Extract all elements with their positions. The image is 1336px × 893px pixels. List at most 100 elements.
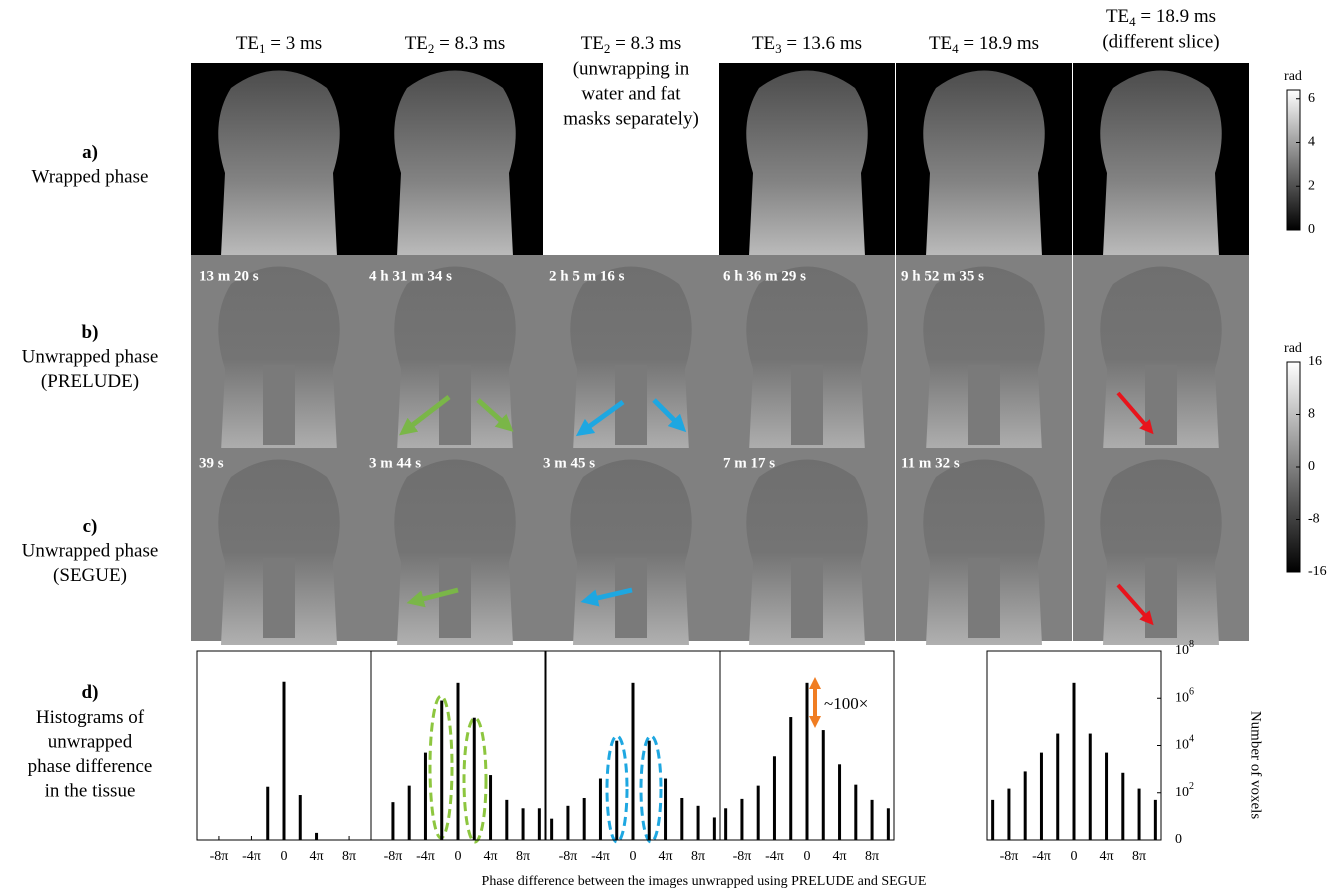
histogram-bar	[757, 786, 760, 840]
x-axis-label: Phase difference between the images unwr…	[482, 874, 927, 889]
title-suffix: = 18.9 ms	[1136, 6, 1216, 27]
row-label: phase difference	[28, 756, 153, 777]
colorbar-unit: rad	[1284, 69, 1302, 84]
histogram-bar	[566, 806, 569, 840]
histogram-bar	[822, 730, 825, 840]
x-tick-label: -8π	[1000, 849, 1019, 864]
column-note: (different slice)	[1102, 31, 1219, 52]
histogram-bar	[854, 785, 857, 840]
row-label: Wrapped phase	[32, 167, 149, 188]
x-tick-label: -4π	[591, 849, 610, 864]
run-time: 3 m 45 s	[543, 455, 595, 471]
histogram-bar	[991, 800, 994, 840]
title-prefix: TE	[929, 33, 952, 54]
head-stem	[791, 365, 823, 445]
y-tick-exponent: 2	[1189, 781, 1194, 792]
run-time: 4 h 31 m 34 s	[369, 268, 452, 284]
histogram-bar	[440, 701, 443, 840]
histogram-bar	[871, 800, 874, 840]
colorbar-tick-label: 0	[1308, 222, 1315, 237]
title-prefix: TE	[581, 33, 604, 54]
x-tick-label: -8π	[733, 849, 752, 864]
x-tick-label: -4π	[1032, 849, 1051, 864]
histogram-bar	[1154, 800, 1157, 840]
title-prefix: TE	[236, 33, 259, 54]
head-stem	[615, 558, 647, 638]
head-phase	[1100, 71, 1221, 257]
y-tick-base: 10	[1175, 690, 1189, 705]
colorbar-tick-label: -16	[1308, 564, 1327, 579]
head-stem	[1145, 365, 1177, 445]
histogram-bar	[1073, 683, 1076, 840]
histogram-bar	[550, 819, 553, 840]
title-suffix: = 8.3 ms	[434, 33, 505, 54]
colorbar-tick-label: -8	[1308, 512, 1320, 527]
x-tick-label: -8π	[384, 849, 403, 864]
y-tick-exponent: 6	[1189, 687, 1194, 698]
y-tick-exponent: 8	[1189, 639, 1194, 650]
histogram-bar	[1024, 771, 1027, 840]
x-tick-label: -8π	[210, 849, 229, 864]
x-tick-label: -4π	[242, 849, 261, 864]
head-stem	[439, 365, 471, 445]
x-tick-label: 8π	[342, 849, 356, 864]
row-label: in the tissue	[45, 781, 136, 802]
histogram-bar	[315, 833, 318, 840]
x-tick-label: 8π	[1132, 849, 1146, 864]
histogram-bar	[680, 798, 683, 840]
histogram-bar	[473, 718, 476, 840]
head-stem	[968, 558, 1000, 638]
histogram-bar	[713, 817, 716, 840]
y-tick-label: 102	[1175, 781, 1194, 800]
histogram-bar	[724, 808, 727, 840]
histogram-bar	[838, 764, 841, 840]
head-stem	[263, 558, 295, 638]
annotation: ~100×	[824, 694, 868, 713]
histogram-bar	[740, 799, 743, 840]
column-title: TE4 = 18.9 ms	[1106, 6, 1216, 29]
colorbar-tick-label: 6	[1308, 91, 1315, 106]
histogram-bar	[1121, 773, 1124, 840]
histogram-bar	[599, 779, 602, 840]
histogram-bar	[505, 800, 508, 840]
run-time: 2 h 5 m 16 s	[549, 268, 625, 284]
highlight-ellipse	[641, 736, 661, 842]
x-tick-label: -4π	[765, 849, 784, 864]
row-letter: c)	[83, 516, 98, 537]
column-note: (unwrapping in	[573, 58, 690, 79]
y-axis-label: Number of voxels	[1248, 711, 1264, 819]
histogram-bar	[632, 683, 635, 840]
row-label: Histograms of	[36, 707, 145, 728]
column-title: TE4 = 18.9 ms	[929, 33, 1039, 56]
histogram-bar	[664, 779, 667, 840]
y-tick-label: 106	[1175, 687, 1194, 706]
histogram-bar	[489, 775, 492, 840]
histogram-bar	[1138, 789, 1141, 840]
x-tick-label: -4π	[416, 849, 435, 864]
head-stem	[791, 558, 823, 638]
histogram-bar	[408, 786, 411, 840]
row-letter: d)	[82, 682, 99, 703]
colorbar-tick-label: 0	[1308, 459, 1315, 474]
run-time: 13 m 20 s	[199, 268, 259, 284]
title-suffix: = 3 ms	[266, 33, 323, 54]
row-label: (PRELUDE)	[41, 371, 139, 392]
run-time: 3 m 44 s	[369, 455, 421, 471]
histogram-bar	[522, 808, 525, 840]
row-label: Unwrapped phase	[22, 346, 159, 367]
histogram-bar	[773, 756, 776, 840]
histogram-bar	[391, 802, 394, 840]
x-tick-label: 8π	[691, 849, 705, 864]
x-tick-label: 0	[281, 849, 288, 864]
run-time: 11 m 32 s	[901, 455, 960, 471]
page: ~100× Phase difference between the image…	[0, 0, 1336, 893]
head-stem	[263, 365, 295, 445]
title-suffix: = 18.9 ms	[959, 33, 1039, 54]
title-suffix: = 8.3 ms	[610, 33, 681, 54]
run-time: 9 h 52 m 35 s	[901, 268, 984, 284]
colorbar	[1287, 90, 1300, 230]
histogram-bar	[1089, 734, 1092, 840]
x-tick-label: 4π	[310, 849, 324, 864]
column-title: TE2 = 8.3 ms	[405, 33, 506, 56]
x-tick-label: 0	[455, 849, 462, 864]
